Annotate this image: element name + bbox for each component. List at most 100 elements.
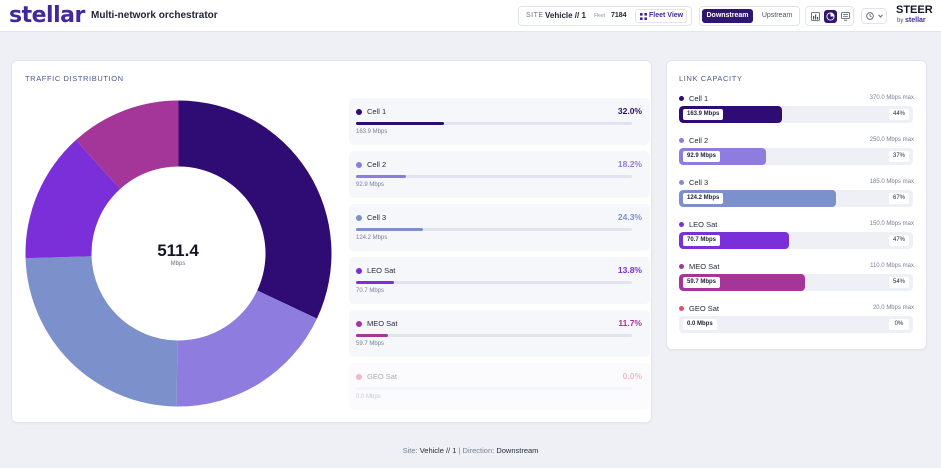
link-throughput-label: 163.9 Mbps xyxy=(683,109,724,120)
traffic-legend-item[interactable]: Cell 2 18.2% 92.9 Mbps xyxy=(349,151,650,198)
bar-chart-view-button[interactable] xyxy=(809,10,822,23)
series-color-dot xyxy=(356,162,362,168)
series-color-dot xyxy=(356,109,362,115)
traffic-legend-item[interactable]: GEO Sat 0.0% 0.0 Mbps xyxy=(349,363,650,410)
traffic-donut-chart xyxy=(25,100,332,407)
link-max-capacity: 250.0 Mbps max xyxy=(869,137,914,143)
series-share-bar xyxy=(356,281,632,284)
series-share-bar xyxy=(356,334,632,337)
series-throughput: 92.9 Mbps xyxy=(356,182,385,188)
capacity-bar: 0.0 Mbps 0% xyxy=(679,316,913,333)
series-throughput: 70.7 Mbps xyxy=(356,288,385,294)
list-icon xyxy=(841,12,850,21)
stellar-logo[interactable]: stellar xyxy=(9,3,85,28)
link-color-dot xyxy=(679,96,684,101)
capacity-row: LEO Sat 150.0 Mbps max 70.7 Mbps 47% xyxy=(679,220,915,258)
capacity-panel-title: LINK CAPACITY xyxy=(679,74,743,83)
list-view-button[interactable] xyxy=(839,10,852,23)
capacity-row: MEO Sat 110.0 Mbps max 59.7 Mbps 54% xyxy=(679,262,915,300)
steer-by-name: stellar xyxy=(905,17,926,24)
direction-toggle: Downstream Upstream xyxy=(699,6,800,26)
link-throughput-label: 124.2 Mbps xyxy=(683,193,724,204)
series-name: Cell 2 xyxy=(367,160,387,169)
donut-slice[interactable] xyxy=(25,140,121,259)
traffic-legend-item[interactable]: Cell 1 32.0% 163.9 Mbps xyxy=(349,98,650,145)
steer-byline: by stellar xyxy=(897,17,926,24)
link-max-capacity: 20.0 Mbps max xyxy=(872,305,914,311)
total-throughput-unit: Mbps xyxy=(170,261,186,267)
bar-chart-icon xyxy=(811,12,820,21)
link-utilization-label: 47% xyxy=(889,235,909,246)
series-percent: 0.0% xyxy=(622,371,642,381)
link-name: Cell 1 xyxy=(689,94,709,103)
series-percent: 32.0% xyxy=(617,106,642,116)
link-throughput-label: 92.9 Mbps xyxy=(683,151,721,162)
capacity-row: Cell 2 250.0 Mbps max 92.9 Mbps 37% xyxy=(679,136,915,174)
chevron-down-icon xyxy=(878,14,883,18)
series-throughput: 59.7 Mbps xyxy=(356,341,385,347)
link-color-dot xyxy=(679,306,684,311)
footer-direction-label: Direction: xyxy=(462,446,495,455)
capacity-row: Cell 1 370.0 Mbps max 163.9 Mbps 44% xyxy=(679,94,915,132)
steer-by-label: by xyxy=(897,18,904,24)
history-dropdown[interactable] xyxy=(861,8,887,24)
link-throughput-label: 0.0 Mbps xyxy=(683,319,717,330)
series-throughput: 0.0 Mbps xyxy=(356,394,381,400)
donut-slice[interactable] xyxy=(75,100,179,189)
link-utilization-label: 44% xyxy=(889,109,909,120)
traffic-panel-title: TRAFFIC DISTRIBUTION xyxy=(25,74,124,83)
capacity-bar: 163.9 Mbps 44% xyxy=(679,106,913,123)
site-value[interactable]: Vehicle // 1 xyxy=(545,11,586,20)
series-share-fill xyxy=(356,175,407,178)
pie-chart-view-button[interactable] xyxy=(824,10,837,23)
link-color-dot xyxy=(679,180,684,185)
traffic-legend-item[interactable]: LEO Sat 13.8% 70.7 Mbps xyxy=(349,257,650,304)
link-color-dot xyxy=(679,138,684,143)
series-share-fill xyxy=(356,228,424,231)
series-name: Cell 1 xyxy=(367,107,387,116)
series-share-fill xyxy=(356,122,445,125)
pie-chart-icon xyxy=(826,12,835,21)
series-throughput: 124.2 Mbps xyxy=(356,235,388,241)
traffic-legend-item[interactable]: Cell 3 24.3% 124.2 Mbps xyxy=(349,204,650,251)
link-throughput-label: 70.7 Mbps xyxy=(683,235,721,246)
footer-site-label: Site: xyxy=(402,446,418,455)
series-share-bar xyxy=(356,122,632,125)
series-percent: 18.2% xyxy=(617,159,642,169)
upstream-button[interactable]: Upstream xyxy=(761,12,793,19)
series-percent: 11.7% xyxy=(618,318,642,328)
link-utilization-label: 54% xyxy=(889,277,909,288)
donut-slice[interactable] xyxy=(25,256,178,407)
capacity-row: Cell 3 185.0 Mbps max 124.2 Mbps 67% xyxy=(679,178,915,216)
grid-icon xyxy=(640,13,647,20)
series-share-fill xyxy=(356,281,395,284)
series-color-dot xyxy=(356,374,362,380)
footer-site-value: Vehicle // 1 xyxy=(419,446,457,455)
link-color-dot xyxy=(679,264,684,269)
link-max-capacity: 185.0 Mbps max xyxy=(869,179,914,185)
footer-separator: | xyxy=(458,446,461,455)
steer-brand: STEER xyxy=(896,4,933,16)
link-name: Cell 2 xyxy=(689,136,709,145)
donut-slice[interactable] xyxy=(178,100,332,319)
site-selector[interactable]: SITE Vehicle // 1 Fleet 7184 Fleet View xyxy=(518,6,692,26)
series-name: Cell 3 xyxy=(367,213,387,222)
fleet-view-button[interactable]: Fleet View xyxy=(635,9,687,23)
capacity-row: GEO Sat 20.0 Mbps max 0.0 Mbps 0% xyxy=(679,304,915,342)
link-utilization-label: 37% xyxy=(889,151,909,162)
link-name: Cell 3 xyxy=(689,178,709,187)
link-max-capacity: 110.0 Mbps max xyxy=(870,263,914,269)
status-footer: Site: Vehicle // 1 | Direction: Downstre… xyxy=(0,446,941,455)
traffic-legend-item[interactable]: MEO Sat 11.7% 59.7 Mbps xyxy=(349,310,650,357)
top-bar: stellar Multi-network orchestrator SITE … xyxy=(0,0,941,32)
fleet-value: 7184 xyxy=(611,12,627,19)
link-capacity-panel: LINK CAPACITY Cell 1 370.0 Mbps max 163.9 … xyxy=(666,60,927,350)
series-percent: 24.3% xyxy=(617,212,642,222)
link-name: GEO Sat xyxy=(689,304,720,313)
series-color-dot xyxy=(356,268,362,274)
clock-icon xyxy=(866,12,874,20)
downstream-button[interactable]: Downstream xyxy=(702,9,753,23)
link-name: LEO Sat xyxy=(689,220,718,229)
donut-slice[interactable] xyxy=(176,290,317,407)
capacity-bar: 59.7 Mbps 54% xyxy=(679,274,913,291)
